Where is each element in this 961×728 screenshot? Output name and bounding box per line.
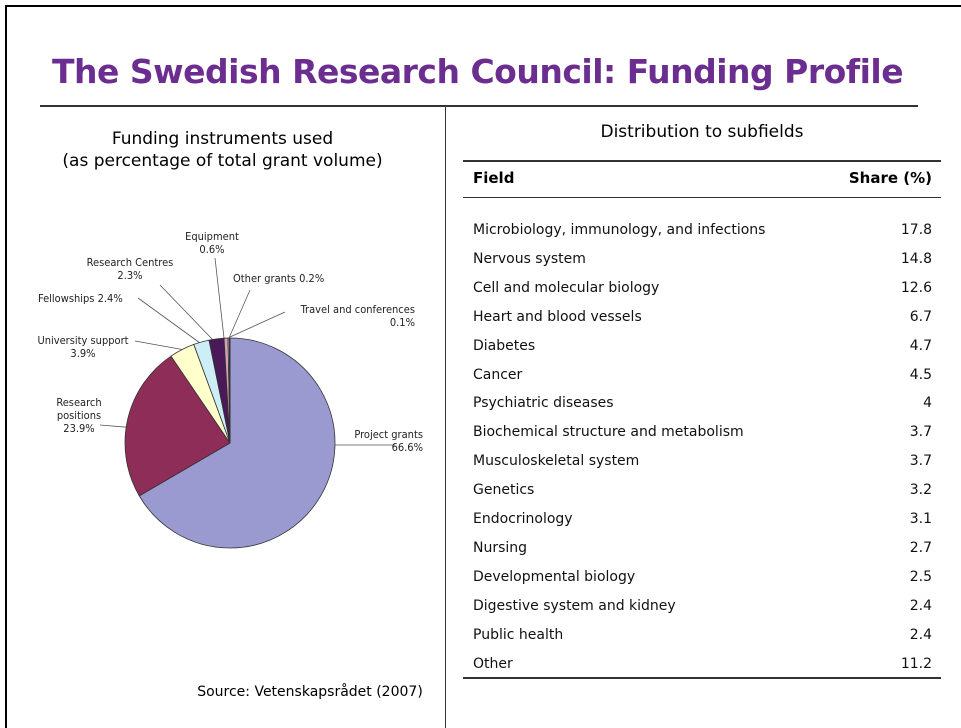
source: Source: Vetenskapsrådet (2007) — [197, 684, 423, 700]
share-cell: 11.2 — [900, 655, 932, 672]
slice-label: Fellowships 2.4% — [38, 292, 148, 305]
field-cell: Psychiatric diseases — [473, 395, 614, 412]
slice-label: Project grants 66.6% — [330, 428, 423, 454]
field-cell: Nursing — [473, 539, 528, 556]
field-cell: Public health — [473, 626, 564, 643]
slice-value: 23.9% — [63, 422, 95, 435]
share-cell: 4.7 — [909, 337, 932, 354]
slice-value: 2.4% — [97, 292, 123, 305]
share-cell: 2.4 — [909, 626, 932, 643]
slice-value: 0.6% — [199, 243, 225, 256]
share-cell: 3.2 — [909, 482, 932, 499]
slice-label: Equipment 0.6% — [172, 230, 252, 256]
slice-label: University support 3.9% — [28, 334, 138, 360]
leader-lines — [99, 257, 395, 446]
slice-label: Travel and conferences 0.1% — [280, 303, 415, 329]
table-rule — [463, 677, 941, 679]
table-header: Share (%) — [848, 169, 932, 187]
share-cell: 14.8 — [900, 250, 932, 267]
share-cell: 3.1 — [909, 511, 932, 527]
field-cell: Cell and molecular biology — [473, 279, 660, 296]
slice-label: Other grants 0.2% — [233, 272, 353, 285]
slice-name: Research positions — [56, 396, 102, 422]
title-rule — [40, 105, 918, 107]
share-cell: 4.5 — [909, 366, 932, 383]
slide-title: The Swedish Research Council: Funding Pr… — [52, 52, 904, 91]
table-header: Field — [473, 169, 515, 187]
pie-slice — [124, 355, 231, 497]
share-cell: 6.7 — [909, 308, 932, 325]
frame — [5, 5, 961, 7]
slice-name: University support — [37, 334, 129, 347]
slice-label: Research positions 23.9% — [49, 396, 109, 435]
share-cell: 4 — [923, 395, 932, 412]
table-title: Distribution to subfields — [600, 122, 804, 142]
field-cell: Other — [473, 655, 513, 672]
slice-value: 66.6% — [391, 441, 423, 454]
table-rule — [463, 160, 941, 162]
chart-title: Funding instruments used (as percentage … — [30, 128, 415, 172]
slice-value: 0.1% — [389, 316, 415, 329]
field-cell: Microbiology, immunology, and infections — [473, 222, 766, 238]
slice-name: Project grants — [354, 428, 423, 441]
field-cell: Endocrinology — [473, 511, 573, 527]
share-cell: 3.7 — [909, 424, 932, 441]
share-cell: 12.6 — [900, 279, 932, 296]
chart-title-line: (as percentage of total grant volume) — [62, 151, 383, 171]
field-cell: Digestive system and kidney — [473, 597, 676, 614]
pie-slice — [228, 337, 231, 444]
slice-name: Fellowships — [38, 292, 95, 305]
share-cell: 2.7 — [909, 539, 932, 556]
slice-value: 2.3% — [117, 269, 143, 282]
slice-label: Research Centres 2.3% — [75, 256, 185, 282]
slice-name: Research Centres — [86, 256, 174, 269]
table-rule — [463, 197, 941, 198]
field-cell: Developmental biology — [473, 568, 636, 585]
slice-name: Other grants — [233, 272, 296, 285]
frame — [5, 5, 7, 728]
share-cell: 17.8 — [900, 222, 932, 238]
field-cell: Musculoskeletal system — [473, 453, 640, 470]
divider — [445, 107, 446, 728]
field-cell: Nervous system — [473, 250, 586, 267]
field-cell: Cancer — [473, 366, 523, 383]
share-cell: 2.4 — [909, 597, 932, 614]
slice-value: 3.9% — [70, 347, 96, 360]
field-cell: Heart and blood vessels — [473, 308, 642, 325]
slice-name: Travel and conferences — [300, 303, 415, 316]
share-cell: 3.7 — [909, 453, 932, 470]
chart-title-line: Funding instruments used — [111, 129, 334, 149]
field-cell: Diabetes — [473, 337, 536, 354]
pie-slice — [138, 337, 336, 549]
field-cell: Genetics — [473, 482, 535, 499]
slice-value: 0.2% — [299, 272, 325, 285]
pie-chart — [99, 257, 395, 549]
share-cell: 2.5 — [909, 568, 932, 585]
field-cell: Biochemical structure and metabolism — [473, 424, 744, 441]
slice-name: Equipment — [185, 230, 239, 243]
